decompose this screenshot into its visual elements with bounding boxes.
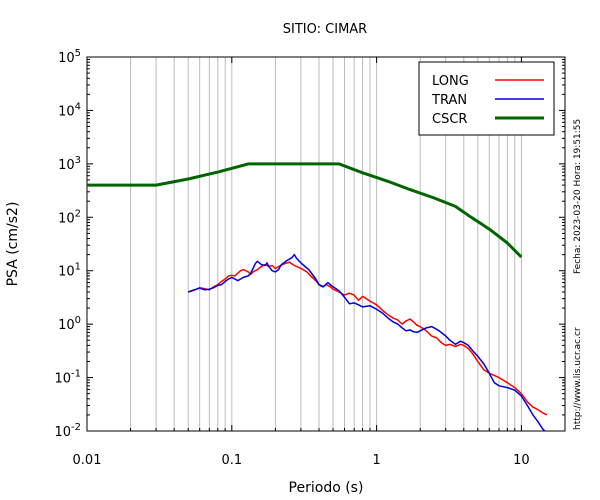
legend: LONG TRAN CSCR xyxy=(418,61,555,136)
legend-label-tran: TRAN xyxy=(431,93,467,108)
y-tick-label: 100 xyxy=(58,315,81,333)
y-tick-exponent: -2 xyxy=(71,422,81,433)
series-line-cscr xyxy=(87,162,523,259)
y-tick-base: 10 xyxy=(54,372,71,387)
y-tick-label: 104 xyxy=(58,101,81,119)
x-tick-label: 10 xyxy=(513,453,530,468)
y-tick-base: 10 xyxy=(58,318,75,333)
y-tick-label: 103 xyxy=(58,155,81,173)
url-note: http://www.lis.ucr.ac.cr xyxy=(573,327,583,430)
y-tick-base: 10 xyxy=(58,158,75,173)
y-axis-label: PSA (cm/s2) xyxy=(5,202,21,287)
timestamp-note: Fecha: 2023-03-20 Hora: 19:51:55 xyxy=(573,119,583,274)
y-tick-exponent: -1 xyxy=(71,369,81,380)
y-tick-label: 101 xyxy=(58,262,81,280)
y-tick-exponent: 1 xyxy=(75,262,81,273)
y-tick-label: 102 xyxy=(58,208,81,226)
y-tick-exponent: 4 xyxy=(75,101,81,112)
series-line-long xyxy=(187,261,548,416)
chart-title: SITIO: CIMAR xyxy=(283,22,367,37)
x-tick-label: 1 xyxy=(372,453,380,468)
y-tick-label: 10-2 xyxy=(54,422,81,440)
y-tick-base: 10 xyxy=(58,104,75,119)
legend-label-cscr: CSCR xyxy=(432,112,467,127)
y-tick-label: 105 xyxy=(58,48,81,66)
y-tick-label: 10-1 xyxy=(54,369,81,387)
y-tick-base: 10 xyxy=(58,51,75,66)
y-tick-exponent: 2 xyxy=(75,208,81,219)
series-line-tran xyxy=(187,253,546,432)
series-layer xyxy=(87,162,548,432)
legend-label-long: LONG xyxy=(432,74,469,89)
y-tick-exponent: 3 xyxy=(75,155,81,166)
plot-frame xyxy=(86,56,566,432)
x-tick-label: 0.1 xyxy=(221,453,242,468)
y-tick-base: 10 xyxy=(54,425,71,440)
x-tick-label: 0.01 xyxy=(73,453,102,468)
y-tick-exponent: 0 xyxy=(75,315,81,326)
y-tick-base: 10 xyxy=(58,211,75,226)
y-tick-exponent: 5 xyxy=(75,48,81,59)
x-axis-label: Periodo (s) xyxy=(289,480,364,496)
y-tick-base: 10 xyxy=(58,265,75,280)
